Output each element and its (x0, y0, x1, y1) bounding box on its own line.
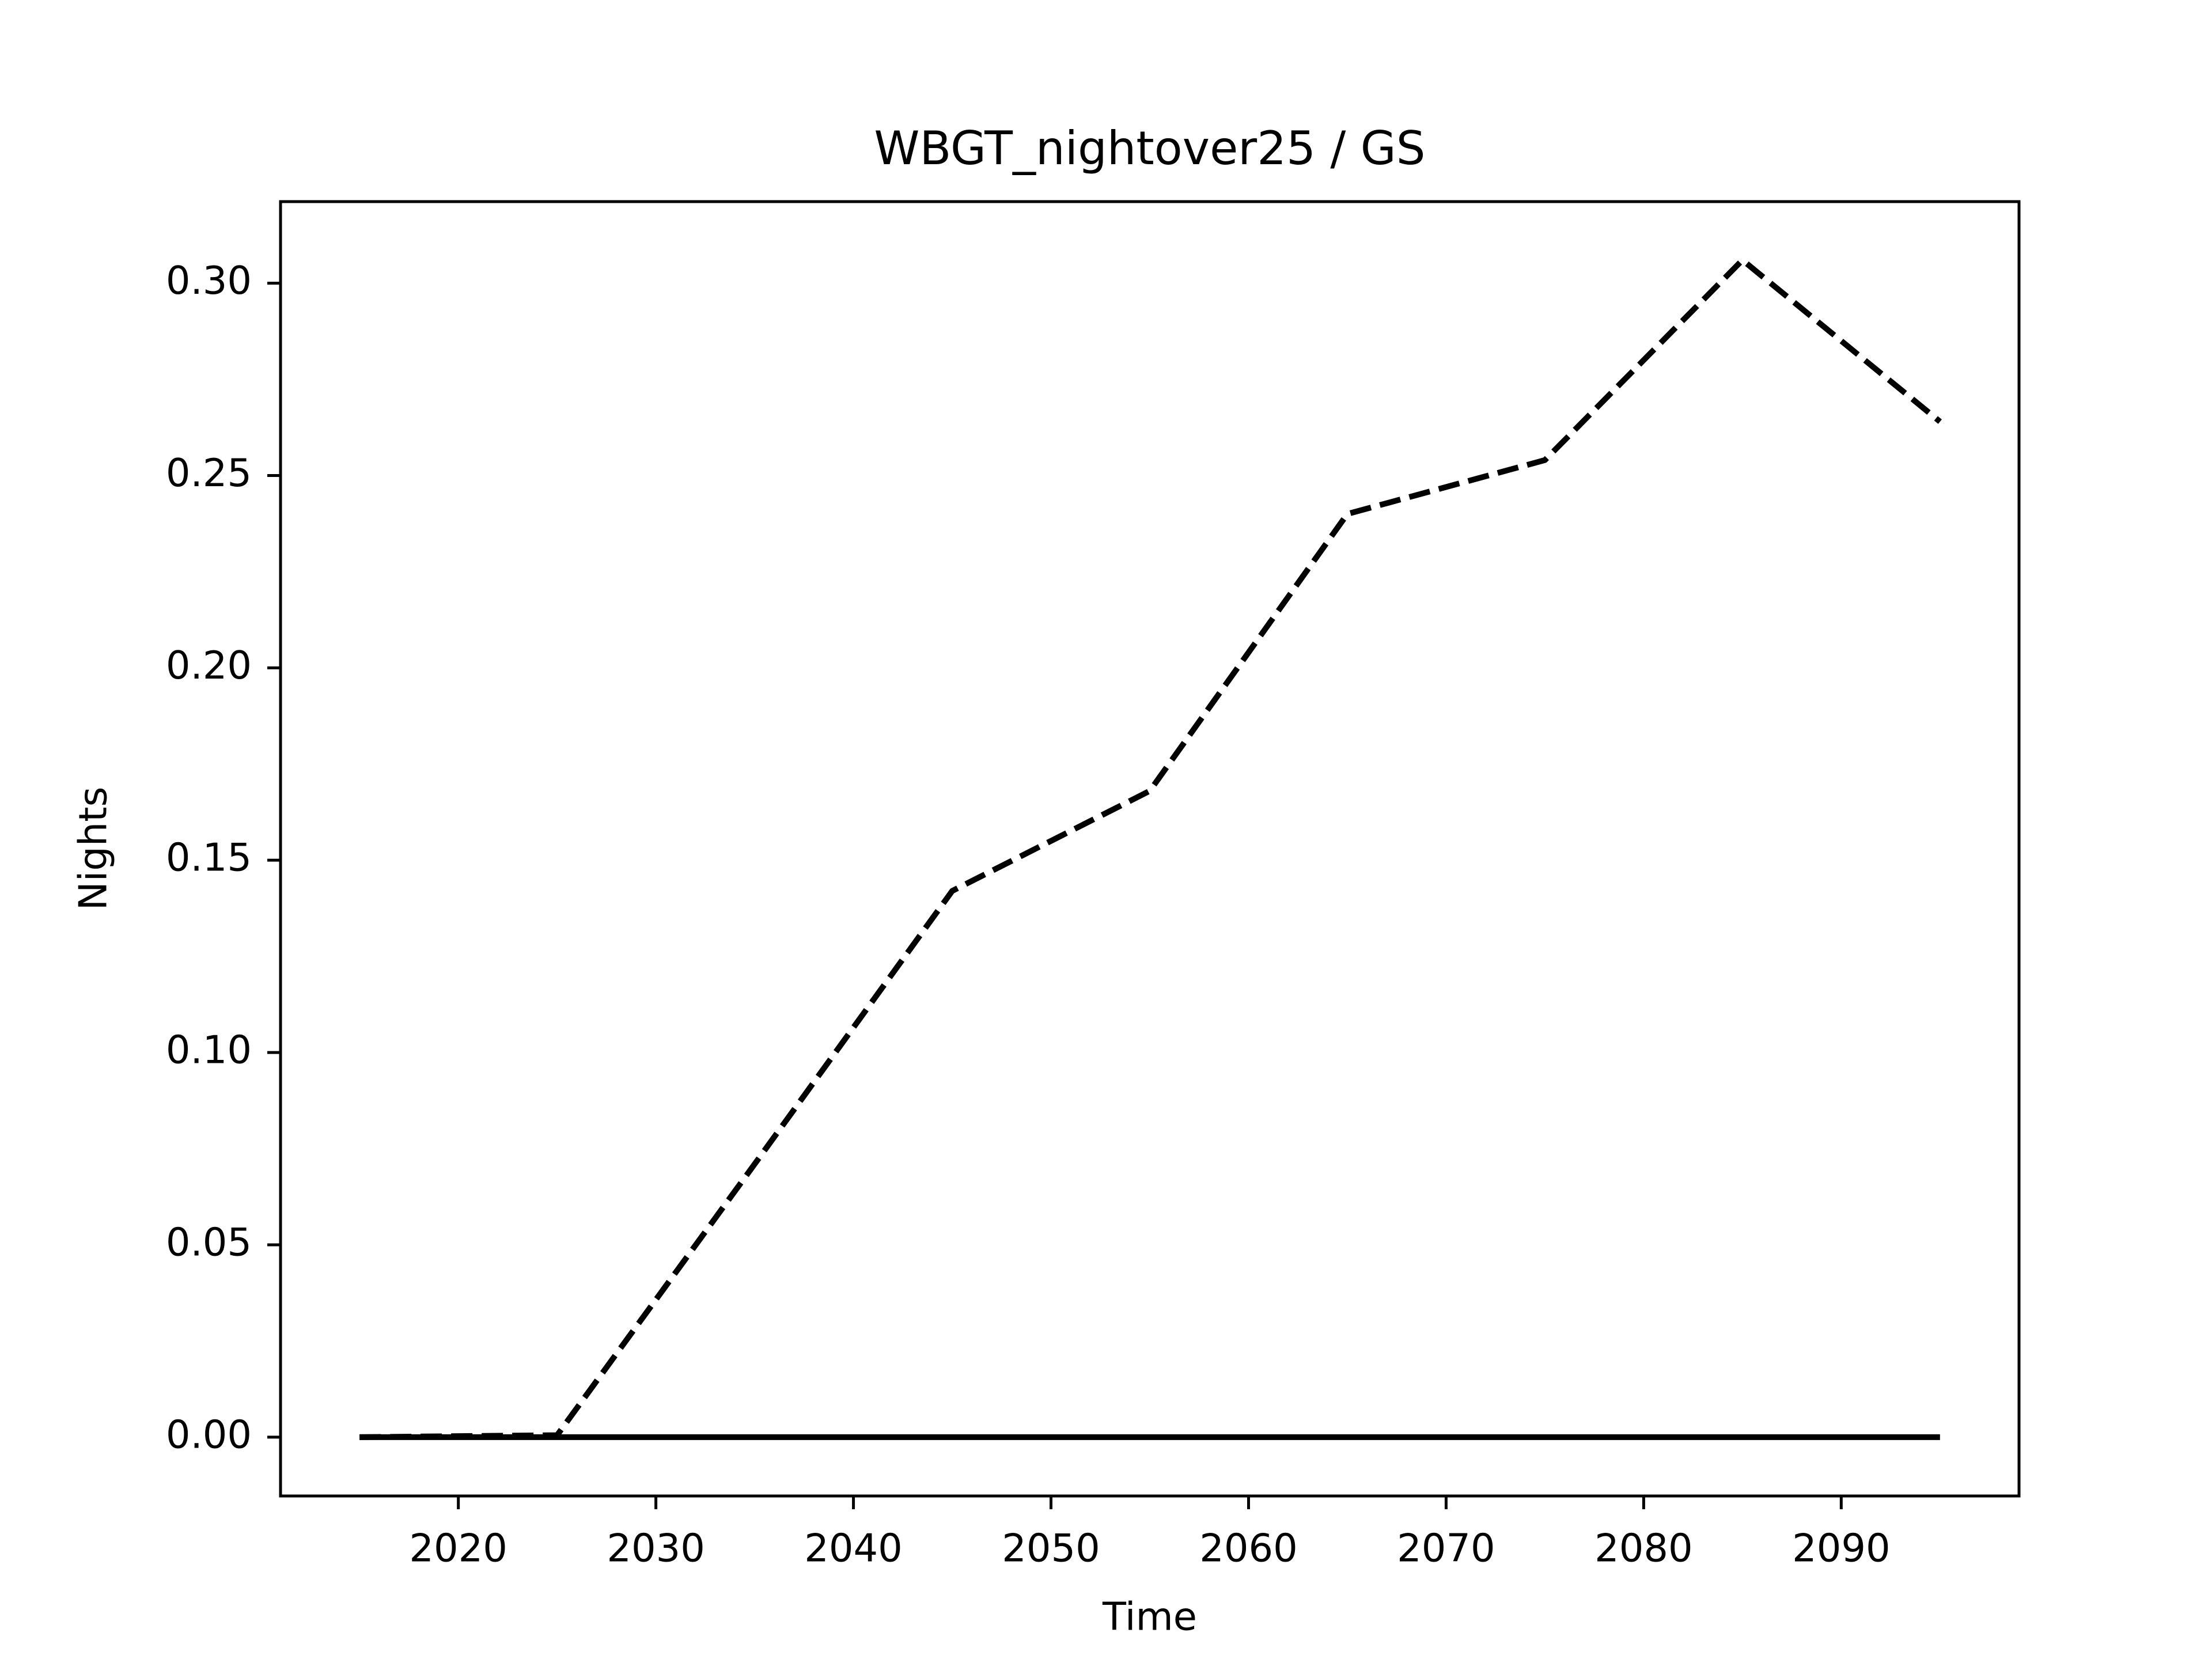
x-tick-label: 2090 (1792, 1526, 1891, 1571)
x-tick-label: 2040 (804, 1526, 903, 1571)
x-tick-label: 2080 (1594, 1526, 1693, 1571)
y-tick-label: 0.20 (166, 643, 252, 688)
y-tick-label: 0.30 (166, 258, 252, 303)
x-tick-label: 2070 (1397, 1526, 1495, 1571)
y-tick-label: 0.15 (166, 835, 252, 880)
x-tick-label: 2030 (607, 1526, 705, 1571)
y-tick-label: 0.05 (166, 1220, 252, 1265)
y-tick-label: 0.00 (166, 1412, 252, 1457)
y-axis-label: Nights (71, 787, 116, 911)
chart-title: WBGT_nightover25 / GS (874, 122, 1425, 175)
y-tick-label: 0.25 (166, 450, 252, 495)
x-axis-label: Time (1102, 1594, 1197, 1639)
x-tick-label: 2060 (1199, 1526, 1298, 1571)
plot-frame (279, 200, 2021, 1498)
line-series (359, 257, 1942, 1440)
y-tick-label: 0.10 (166, 1028, 252, 1073)
x-tick-label: 2020 (409, 1526, 507, 1571)
x-tick-label: 2050 (1002, 1526, 1100, 1571)
